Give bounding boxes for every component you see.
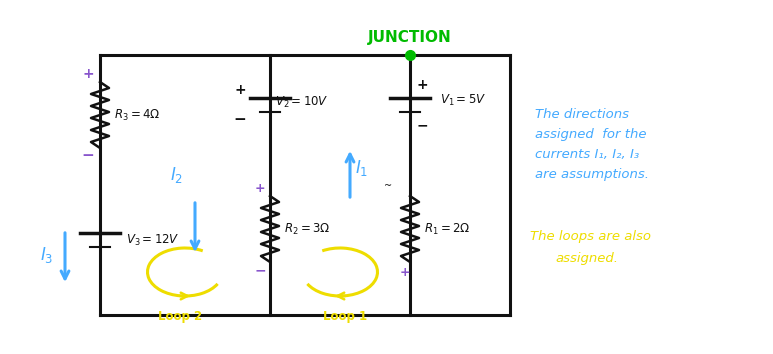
Text: +: + [416,78,427,92]
Text: JUNCTION: JUNCTION [368,30,452,45]
Text: $I_3$: $I_3$ [40,245,53,265]
Text: $V_2 = 10V$: $V_2 = 10V$ [275,95,329,109]
Text: −: − [82,148,94,164]
Text: −: − [233,113,247,127]
Text: +: + [234,83,246,97]
Text: $R_2 = 3\Omega$: $R_2 = 3\Omega$ [284,222,330,236]
Text: $R_1 = 2\Omega$: $R_1 = 2\Omega$ [424,222,470,236]
Text: $R_3 = 4\Omega$: $R_3 = 4\Omega$ [114,108,160,122]
Text: assigned.: assigned. [555,252,618,265]
Text: ~: ~ [384,181,392,191]
Text: −: − [254,263,266,277]
Text: Loop 2: Loop 2 [158,310,202,323]
Text: +: + [82,67,94,81]
Text: The loops are also: The loops are also [530,230,651,243]
Text: $V_3 = 12V$: $V_3 = 12V$ [126,233,179,247]
Text: are assumptions.: are assumptions. [535,168,649,181]
Text: +: + [254,182,265,194]
Text: The directions: The directions [535,108,629,121]
Text: currents I₁, I₂, I₃: currents I₁, I₂, I₃ [535,148,639,161]
Text: −: − [416,118,427,132]
Text: $I_1$: $I_1$ [355,158,368,178]
Text: assigned  for the: assigned for the [535,128,646,141]
Text: $I_2$: $I_2$ [170,165,183,185]
Text: +: + [400,266,410,279]
Text: $V_1 = 5V$: $V_1 = 5V$ [440,92,486,108]
Text: Loop 1: Loop 1 [323,310,367,323]
